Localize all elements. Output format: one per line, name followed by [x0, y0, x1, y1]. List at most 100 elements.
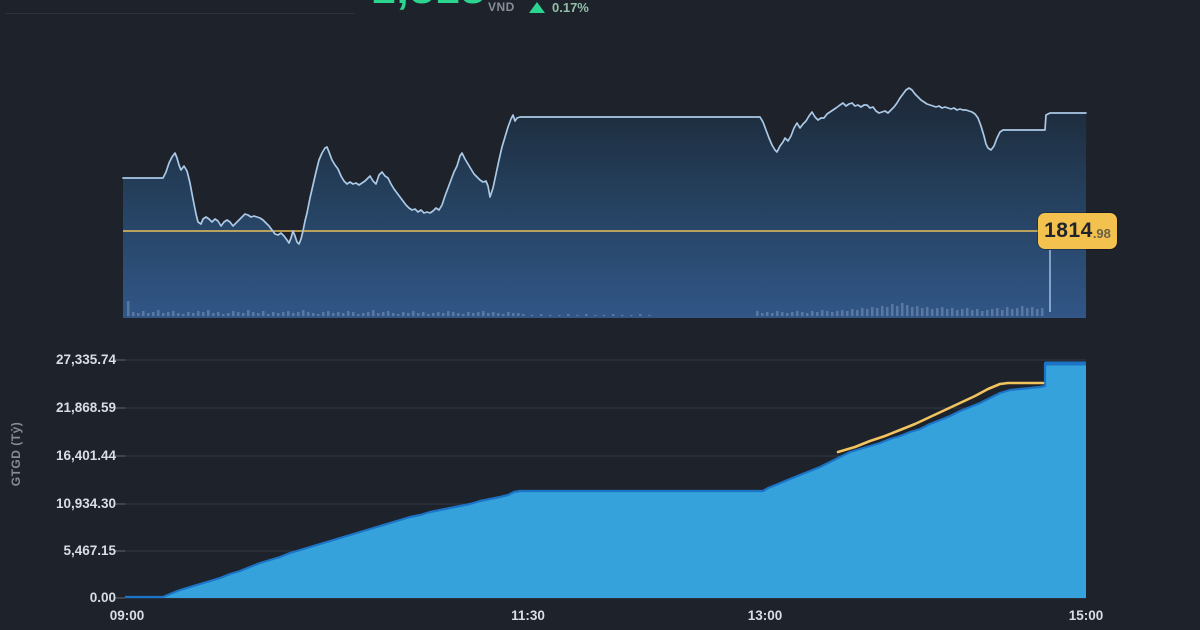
volume-bar: [387, 311, 390, 316]
volume-bar: [891, 304, 894, 316]
volume-bar: [247, 310, 250, 316]
volume-bar: [549, 315, 552, 316]
volume-bar: [567, 314, 570, 316]
volume-bar: [392, 313, 395, 316]
volume-bar: [881, 306, 884, 316]
volume-bar: [512, 313, 515, 316]
volume-bar: [417, 313, 420, 316]
volume-bar: [991, 309, 994, 316]
volume-bar: [157, 310, 160, 316]
volume-bar: [816, 312, 819, 316]
volume-bar: [846, 311, 849, 316]
previous-session-value-line: [836, 381, 1045, 454]
volume-bar: [761, 313, 764, 316]
y-tick-label: 0.00: [89, 590, 116, 605]
volume-bar: [487, 313, 490, 316]
volume-bar: [826, 311, 829, 316]
volume-bar: [422, 312, 425, 316]
volume-bar: [177, 313, 180, 316]
volume-bar: [866, 309, 869, 316]
volume-bar: [1006, 307, 1009, 316]
volume-bar: [262, 311, 265, 316]
volume-bar: [412, 311, 415, 316]
value-area-edge: [125, 361, 1086, 599]
volume-bar: [861, 308, 864, 316]
volume-bar: [781, 312, 784, 316]
volume-bar: [841, 310, 844, 316]
volume-bar: [921, 308, 924, 316]
volume-bar: [397, 314, 400, 316]
volume-bar: [936, 308, 939, 316]
volume-bar: [132, 312, 135, 316]
volume-bar: [791, 312, 794, 316]
volume-bar: [976, 309, 979, 316]
volume-bar: [502, 314, 505, 316]
volume-bar: [886, 307, 889, 316]
volume-bar: [603, 315, 606, 316]
volume-bar: [836, 311, 839, 316]
volume-bar: [212, 313, 215, 316]
volume-bar: [252, 312, 255, 316]
currency-label: VND: [488, 0, 515, 14]
volume-bar: [594, 315, 597, 316]
volume-bar: [1016, 308, 1019, 316]
reference-price-decimals: .98: [1092, 225, 1111, 241]
price-line[interactable]: [122, 87, 1087, 245]
volume-bar: [996, 308, 999, 316]
volume-bar: [926, 307, 929, 316]
volume-bar: [806, 313, 809, 316]
volume-bar: [162, 313, 165, 316]
volume-bar: [362, 313, 365, 316]
volume-bar: [352, 312, 355, 316]
volume-bar: [257, 313, 260, 316]
volume-bar: [232, 311, 235, 316]
value-axis-title: GTGD (Tỷ): [9, 421, 23, 487]
volume-bar: [766, 312, 769, 316]
volume-bar: [307, 312, 310, 316]
volume-bar: [801, 312, 804, 316]
volume-bar: [372, 310, 375, 316]
volume-bar: [287, 311, 290, 316]
volume-bar: [237, 312, 240, 316]
volume-bar: [946, 309, 949, 316]
volume-bars: [127, 301, 1044, 316]
volume-bar: [786, 313, 789, 316]
volume-bar: [831, 312, 834, 316]
y-tick-label: 10,934.30: [55, 496, 116, 511]
volume-bar: [207, 310, 210, 316]
volume-bar: [472, 313, 475, 316]
volume-bar: [956, 310, 959, 316]
volume-bar: [522, 314, 525, 316]
volume-bar: [342, 313, 345, 316]
reference-price-label: 1814.98: [1038, 213, 1117, 249]
volume-bar: [981, 311, 984, 316]
reference-price-main: 1814: [1044, 219, 1093, 242]
x-tick-label: 13:00: [747, 608, 783, 623]
volume-bar: [467, 312, 470, 316]
volume-bar: [648, 315, 651, 316]
volume-bar: [986, 310, 989, 316]
volume-bar: [197, 311, 200, 316]
volume-bar: [192, 313, 195, 316]
y-tick-label: 21,868.59: [55, 400, 116, 415]
volume-bar: [127, 301, 130, 316]
y-tick-label: 16,401.44: [55, 448, 116, 463]
volume-bar: [347, 311, 350, 316]
volume-bar: [327, 311, 330, 316]
volume-bar: [447, 311, 450, 316]
volume-bar: [771, 313, 774, 316]
volume-bar: [272, 312, 275, 316]
volume-bar: [796, 311, 799, 316]
volume-bar: [821, 310, 824, 316]
volume-bar: [217, 312, 220, 316]
header-price-clip: 1,818: [371, 0, 483, 13]
volume-bar: [896, 306, 899, 316]
volume-bar: [531, 315, 534, 316]
volume-bar: [267, 314, 270, 316]
value-area-fill[interactable]: [125, 363, 1086, 598]
volume-bar: [911, 307, 914, 316]
volume-bar: [901, 303, 904, 316]
volume-bar: [297, 312, 300, 316]
volume-bar: [558, 315, 561, 316]
